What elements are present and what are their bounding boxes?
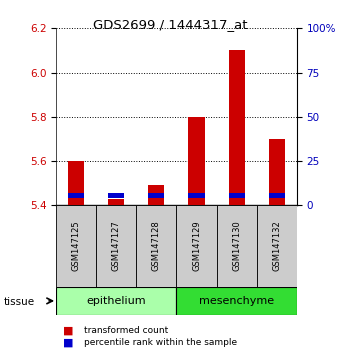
Bar <box>56 287 177 315</box>
Text: GSM147127: GSM147127 <box>112 221 121 272</box>
Bar <box>96 205 136 287</box>
Bar <box>68 161 84 205</box>
Text: ■: ■ <box>63 338 74 348</box>
Bar <box>108 199 124 205</box>
Bar <box>269 193 285 198</box>
Bar <box>148 193 164 198</box>
Text: GSM147128: GSM147128 <box>152 221 161 272</box>
Bar <box>228 51 244 205</box>
Text: transformed count: transformed count <box>84 326 168 336</box>
Bar <box>189 193 205 198</box>
Text: GSM147125: GSM147125 <box>72 221 81 272</box>
Bar <box>228 193 244 198</box>
Bar <box>136 205 177 287</box>
Bar <box>269 139 285 205</box>
Text: GSM147129: GSM147129 <box>192 221 201 272</box>
Text: tissue: tissue <box>3 297 34 307</box>
Bar <box>108 193 124 198</box>
Bar <box>217 205 257 287</box>
Text: epithelium: epithelium <box>87 296 146 306</box>
Text: GDS2699 / 1444317_at: GDS2699 / 1444317_at <box>93 18 248 31</box>
Bar <box>177 287 297 315</box>
Bar <box>56 205 97 287</box>
Bar <box>189 117 205 205</box>
Text: GSM147132: GSM147132 <box>272 221 281 272</box>
Text: ■: ■ <box>63 326 74 336</box>
Text: mesenchyme: mesenchyme <box>199 296 274 306</box>
Text: percentile rank within the sample: percentile rank within the sample <box>84 338 237 347</box>
Bar <box>177 205 217 287</box>
Bar <box>148 185 164 205</box>
Bar <box>68 193 84 198</box>
Text: GSM147130: GSM147130 <box>232 221 241 272</box>
Bar <box>257 205 297 287</box>
